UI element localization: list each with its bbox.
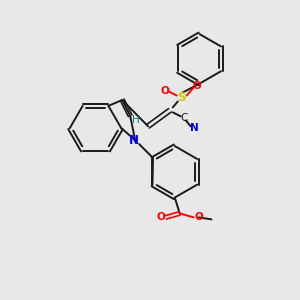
Text: O: O — [157, 212, 165, 222]
Text: S: S — [178, 91, 186, 104]
Text: H: H — [132, 115, 140, 125]
Text: C: C — [180, 113, 188, 123]
Text: N: N — [129, 134, 139, 147]
Text: O: O — [160, 85, 169, 96]
Text: O: O — [192, 81, 201, 91]
Text: N: N — [190, 123, 199, 133]
Text: O: O — [194, 212, 203, 222]
